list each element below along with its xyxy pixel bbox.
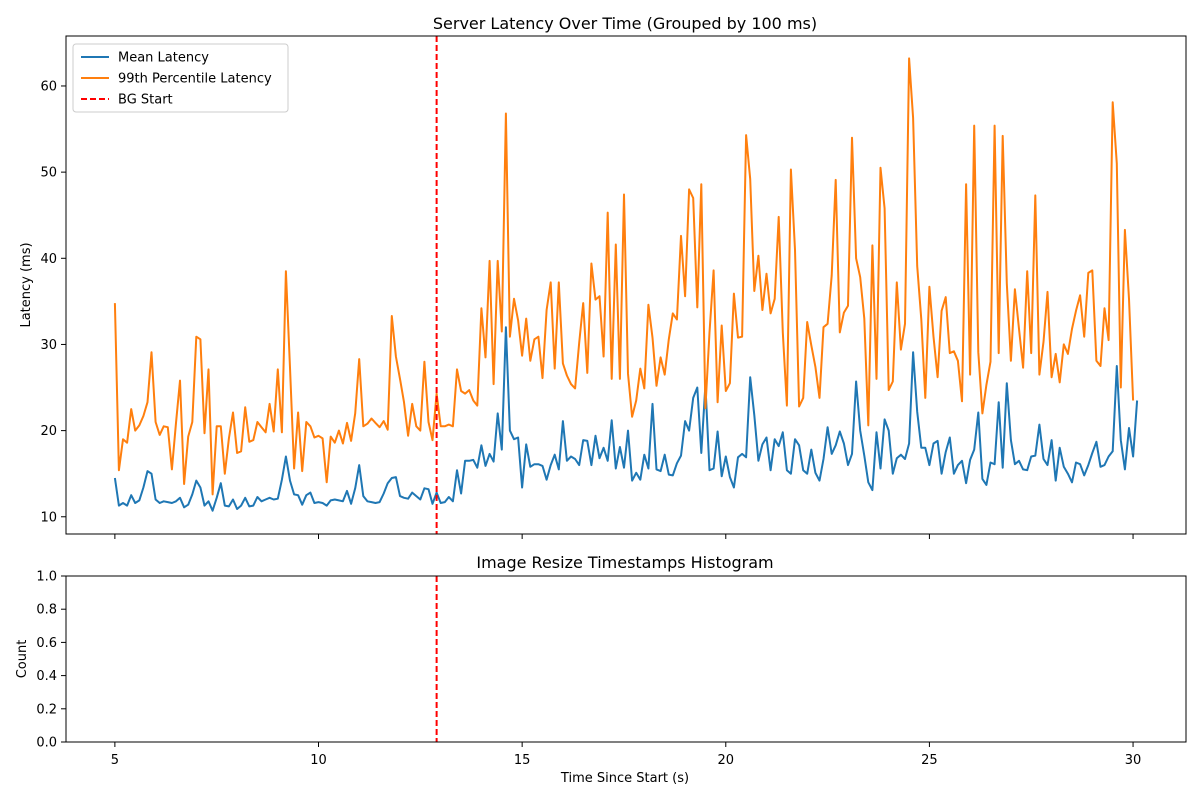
histogram-chart-x-axis: 5 10 15 20 25 30 — [111, 742, 1142, 768]
histogram-chart-xtick-label: 15 — [514, 753, 531, 768]
legend-label-mean-latency: Mean Latency — [118, 51, 209, 66]
latency-chart-legend: Mean Latency 99th Percentile Latency BG … — [72, 43, 289, 113]
legend-label-bg-start: BG Start — [118, 93, 173, 108]
latency-chart-title: Server Latency Over Time (Grouped by 100… — [433, 14, 817, 33]
histogram-chart-ytick-label: 0.6 — [36, 636, 57, 651]
latency-chart-ytick-label: 50 — [40, 166, 57, 181]
latency-chart-y-axis: 10 20 30 40 50 60 — [40, 79, 66, 525]
histogram-chart: Image Resize Timestamps Histogram Count … — [15, 553, 1187, 786]
latency-chart-ylabel: Latency (ms) — [19, 242, 34, 327]
histogram-chart-ylabel: Count — [15, 640, 30, 679]
latency-chart: Server Latency Over Time (Grouped by 100… — [19, 14, 1187, 539]
histogram-chart-xtick-label: 20 — [718, 753, 735, 768]
series-mean-latency-line — [113, 326, 1139, 512]
latency-chart-lines — [113, 36, 1139, 534]
latency-chart-frame — [65, 35, 1187, 535]
histogram-chart-xtick-label: 10 — [310, 753, 327, 768]
histogram-chart-ytick-label: 0.0 — [36, 736, 57, 751]
latency-chart-ytick-label: 60 — [40, 79, 57, 94]
histogram-chart-ytick-label: 0.8 — [36, 603, 57, 618]
histogram-chart-xtick-label: 30 — [1125, 753, 1142, 768]
histogram-chart-frame — [65, 575, 1187, 743]
histogram-chart-y-axis: 0.0 0.2 0.4 0.6 0.8 1.0 — [36, 570, 66, 751]
histogram-chart-xtick-label: 5 — [111, 753, 119, 768]
histogram-chart-ytick-label: 1.0 — [36, 570, 57, 585]
histogram-chart-xlabel: Time Since Start (s) — [560, 771, 689, 786]
latency-chart-ytick-label: 20 — [40, 424, 57, 439]
latency-chart-ytick-label: 40 — [40, 252, 57, 267]
histogram-chart-xtick-label: 25 — [921, 753, 938, 768]
latency-chart-ytick-label: 30 — [40, 338, 57, 353]
histogram-chart-title: Image Resize Timestamps Histogram — [476, 553, 773, 572]
series-p99-latency-line — [113, 57, 1135, 496]
legend-box — [72, 43, 289, 113]
histogram-chart-ytick-label: 0.2 — [36, 702, 57, 717]
latency-chart-x-axis — [114, 534, 1134, 539]
histogram-chart-ytick-label: 0.4 — [36, 669, 57, 684]
legend-label-p99-latency: 99th Percentile Latency — [118, 72, 272, 87]
latency-chart-ytick-label: 10 — [40, 510, 57, 525]
